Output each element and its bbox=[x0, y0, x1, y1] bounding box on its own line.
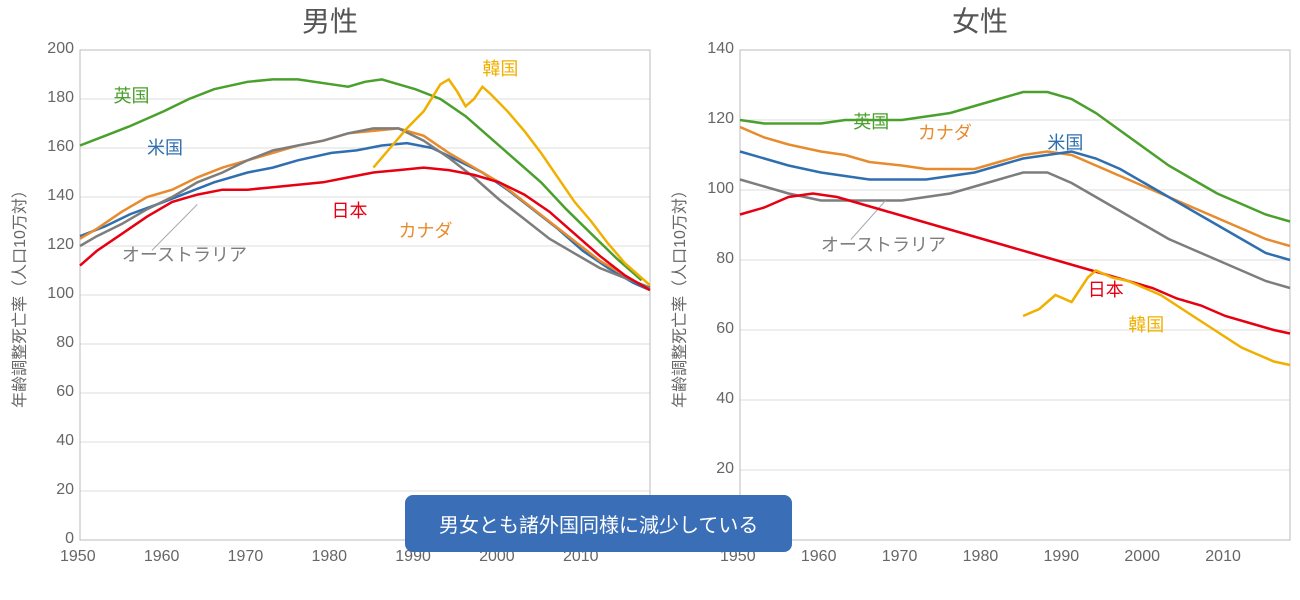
ytick: 140 bbox=[47, 187, 74, 205]
y-axis-label: 年齢調整死亡率（人口10万対） bbox=[666, 182, 690, 408]
ytick: 20 bbox=[56, 481, 74, 499]
xtick: 1960 bbox=[801, 548, 837, 566]
series-label-korea: 韓国 bbox=[1128, 311, 1164, 337]
series-label-australia: オーストラリア bbox=[821, 231, 946, 257]
ytick: 100 bbox=[47, 285, 74, 303]
ytick: 0 bbox=[65, 530, 74, 548]
ytick: 100 bbox=[707, 180, 734, 198]
ytick: 180 bbox=[47, 89, 74, 107]
series-label-canada: カナダ bbox=[918, 119, 972, 145]
y-axis-label: 年齢調整死亡率（人口10万対） bbox=[6, 182, 30, 408]
ytick: 60 bbox=[716, 320, 734, 338]
xtick: 1980 bbox=[963, 548, 999, 566]
callout-box: 男女とも諸外国同様に減少している bbox=[405, 495, 792, 552]
xtick: 1960 bbox=[144, 548, 180, 566]
ytick: 160 bbox=[47, 138, 74, 156]
ytick: 20 bbox=[716, 460, 734, 478]
xtick: 2000 bbox=[1124, 548, 1160, 566]
xtick: 1970 bbox=[882, 548, 918, 566]
ytick: 40 bbox=[56, 432, 74, 450]
ytick: 80 bbox=[56, 334, 74, 352]
series-label-usa: 米国 bbox=[147, 134, 183, 160]
series-label-uk: 英国 bbox=[114, 82, 150, 108]
ytick: 120 bbox=[47, 236, 74, 254]
series-label-japan: 日本 bbox=[1088, 276, 1124, 302]
ytick: 140 bbox=[707, 40, 734, 58]
xtick: 1950 bbox=[60, 548, 96, 566]
ytick: 120 bbox=[707, 110, 734, 128]
ytick: 40 bbox=[716, 390, 734, 408]
ytick: 60 bbox=[56, 383, 74, 401]
series-korea bbox=[373, 79, 650, 285]
ytick: 200 bbox=[47, 40, 74, 58]
series-label-korea: 韓国 bbox=[482, 55, 518, 81]
series-label-japan: 日本 bbox=[331, 197, 367, 223]
series-label-canada: カナダ bbox=[399, 217, 453, 243]
xtick: 2010 bbox=[1205, 548, 1241, 566]
xtick: 1970 bbox=[228, 548, 264, 566]
series-label-usa: 米国 bbox=[1047, 129, 1083, 155]
xtick: 1980 bbox=[311, 548, 347, 566]
xtick: 1990 bbox=[1044, 548, 1080, 566]
series-label-uk: 英国 bbox=[853, 108, 889, 134]
ytick: 80 bbox=[716, 250, 734, 268]
series-label-australia: オーストラリア bbox=[122, 241, 247, 267]
